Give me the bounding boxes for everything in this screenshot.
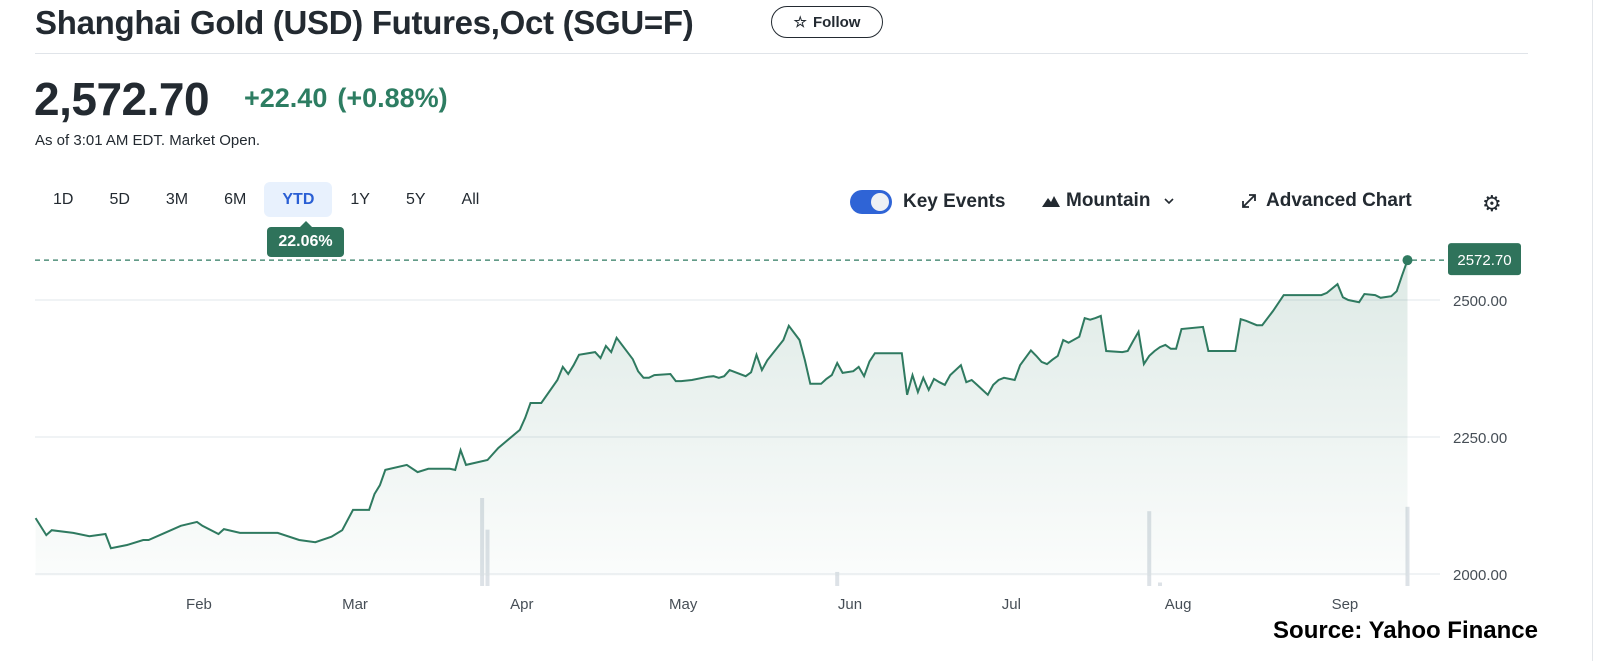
advanced-chart-label: Advanced Chart: [1266, 190, 1412, 211]
range-1y[interactable]: 1Y: [350, 190, 370, 208]
range-3m[interactable]: 3M: [165, 190, 189, 208]
volume-bar: [835, 571, 840, 586]
range-selector: 1D 5D 3M 6M YTD 1Y 5Y All: [35, 182, 497, 217]
range-1d[interactable]: 1D: [53, 190, 74, 208]
current-price: 2,572.70: [34, 73, 210, 125]
market-status: As of 3:01 AM EDT. Market Open.: [35, 132, 261, 149]
range-5d[interactable]: 5D: [109, 190, 130, 208]
divider: [35, 53, 1528, 54]
source-label: Source: Yahoo Finance: [1273, 617, 1538, 644]
current-price-badge: [1448, 243, 1521, 276]
chart-type-label: Mountain: [1066, 190, 1151, 211]
key-events-label: Key Events: [903, 191, 1006, 212]
current-price-label: 2572.70: [1457, 252, 1511, 269]
x-tick-label: Aug: [1165, 596, 1192, 613]
page-title: Shanghai Gold (USD) Futures,Oct (SGU=F): [35, 4, 694, 41]
x-tick-label: Mar: [342, 596, 368, 613]
change-percent: (+0.88%): [337, 83, 448, 113]
key-events-toggle[interactable]: Key Events: [850, 190, 1005, 214]
price-change: +22.40 (+0.88%): [244, 83, 458, 114]
x-tick-label: Apr: [510, 596, 533, 613]
follow-button[interactable]: ☆ Follow: [771, 6, 883, 38]
follow-label: Follow: [812, 13, 861, 31]
range-5y[interactable]: 5Y: [405, 190, 426, 208]
scrollbar-edge: [1592, 0, 1593, 661]
x-tick-label: Feb: [186, 596, 212, 613]
y-tick-label: 2500.00: [1453, 293, 1507, 310]
y-tick-label: 2000.00: [1453, 567, 1507, 584]
range-ytd[interactable]: YTD: [264, 182, 333, 217]
x-tick-label: May: [669, 596, 698, 613]
range-all[interactable]: All: [461, 190, 480, 208]
toggle-switch[interactable]: [850, 190, 892, 214]
advanced-chart-button[interactable]: Advanced Chart: [1240, 190, 1412, 212]
mountain-icon: [1042, 196, 1060, 207]
range-6m[interactable]: 6M: [224, 190, 247, 208]
x-tick-label: Sep: [1332, 596, 1359, 613]
x-tick-label: Jul: [1002, 596, 1021, 613]
current-point-marker: [1402, 255, 1413, 266]
expand-arrows-icon: [1242, 194, 1256, 208]
chart-type-dropdown[interactable]: Mountain: [1042, 190, 1176, 212]
price-area: [35, 260, 1408, 576]
chevron-down-icon: [1164, 198, 1175, 205]
star-outline-icon: ☆: [793, 14, 807, 31]
price-line: [34, 259, 1409, 550]
volume-bar: [1158, 582, 1162, 586]
gear-icon[interactable]: ⚙: [1482, 191, 1502, 216]
x-tick-label: Jun: [838, 596, 862, 613]
change-value: +22.40: [244, 83, 328, 113]
ytd-change-tooltip: 22.06%: [267, 221, 344, 257]
y-tick-label: 2250.00: [1453, 430, 1507, 447]
